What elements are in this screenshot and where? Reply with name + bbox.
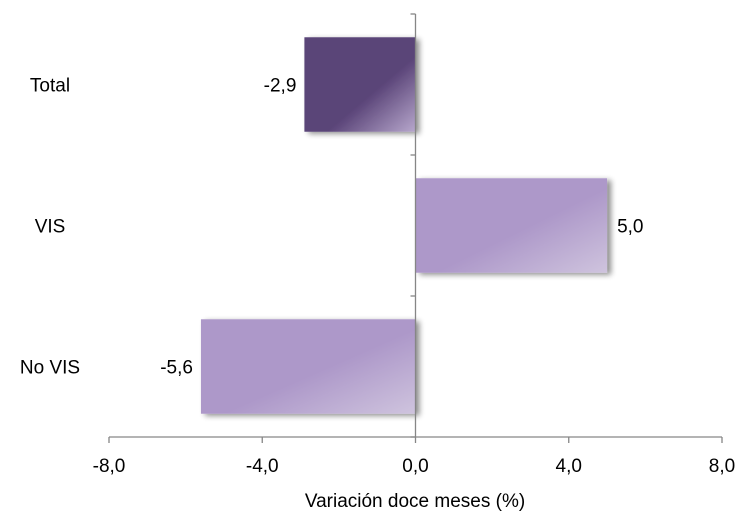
data-label-total: -2,9	[264, 76, 297, 97]
axes-layer	[108, 13, 723, 443]
x-tick-label: -4,0	[246, 456, 279, 477]
bar-no-vis	[200, 319, 416, 414]
data-label-vis: 5,0	[617, 217, 643, 238]
bar-vis	[415, 178, 608, 273]
category-label-total: Total	[30, 76, 70, 97]
x-tick-label: 8,0	[709, 456, 735, 477]
x-axis-title: Variación doce meses (%)	[305, 491, 525, 512]
x-tick-label: -8,0	[93, 456, 126, 477]
bars-layer	[200, 37, 608, 414]
x-tick-label: 4,0	[556, 456, 582, 477]
bar-total	[304, 37, 416, 132]
category-label-vis: VIS	[35, 217, 66, 238]
labels-layer: -2,9 Total 5,0 VIS -5,6 No VIS -8,0 -4,0 0,0 4,0 8…	[20, 76, 735, 478]
x-tick-label: 0,0	[402, 456, 428, 477]
data-label-no-vis: -5,6	[160, 358, 193, 379]
category-label-no-vis: No VIS	[20, 358, 80, 379]
